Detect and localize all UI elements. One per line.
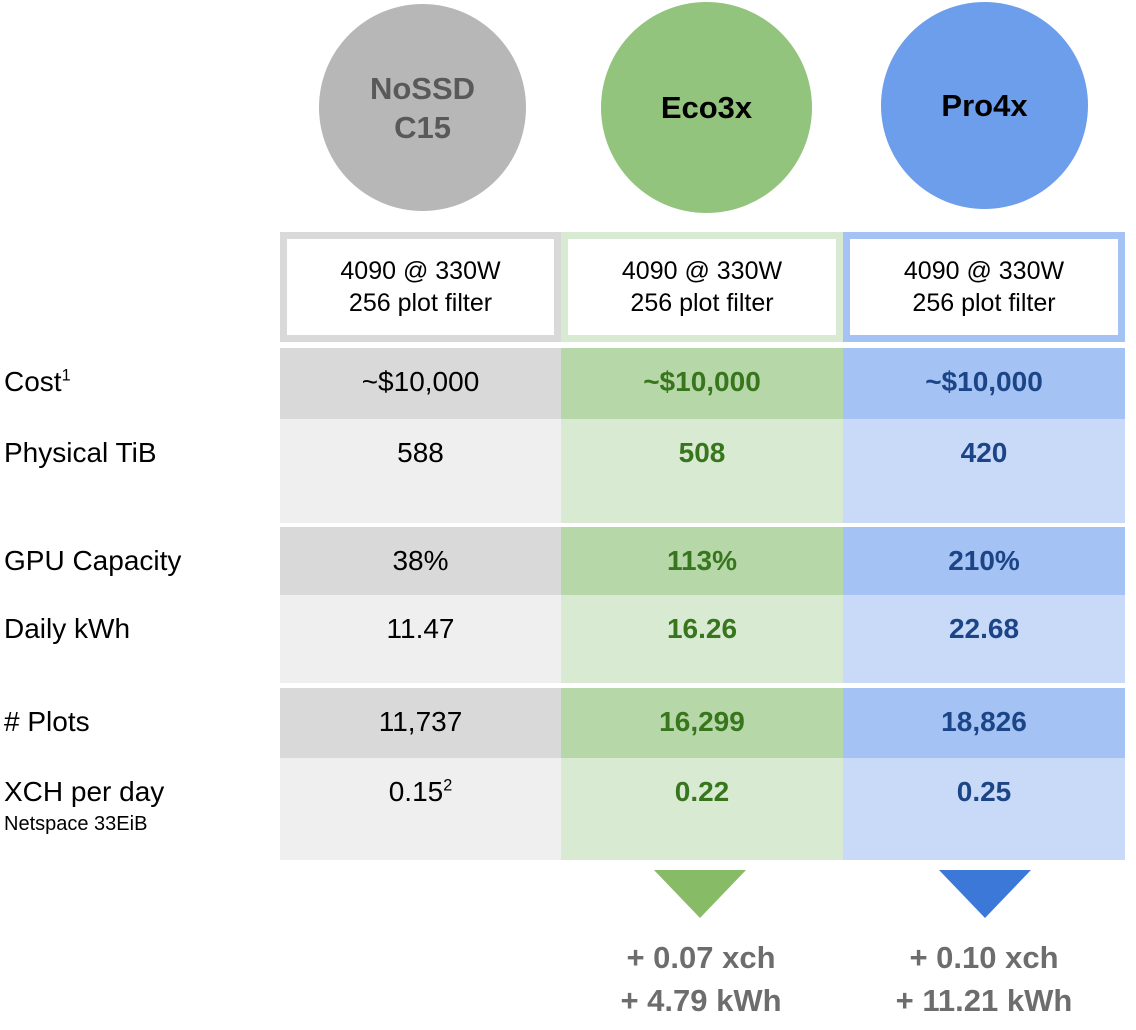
circle-label-nossd-c15: NoSSD — [369, 70, 476, 106]
circle-label-pro4x: Pro4x — [941, 88, 1028, 123]
delta-kwh-eco3x: + 4.79 kWh — [620, 983, 782, 1018]
cell-gpu-capacity-nossd-c15: 38% — [280, 527, 561, 595]
column-header-line: 256 plot filter — [348, 289, 493, 317]
cell-gpu-capacity-pro4x: 210% — [843, 527, 1125, 595]
circle-label-eco3x: Eco3x — [660, 90, 753, 125]
delta-xch-eco3x: + 0.07 xch — [626, 940, 776, 975]
cell-cost-pro4x: ~$10,000 — [843, 348, 1125, 419]
cell-value: 11.47 — [386, 613, 455, 644]
cell-daily-kwh-pro4x: 22.68 — [843, 595, 1125, 683]
cell-value: ~$10,000 — [925, 366, 1043, 397]
column-header-line: 256 plot filter — [912, 289, 1056, 317]
cell-value: 16,299 — [659, 706, 745, 737]
cell-value: 16.26 — [666, 613, 738, 644]
cell-xch-per-day-eco3x: 0.22 — [561, 758, 843, 860]
cell-num-plots-eco3x: 16,299 — [561, 688, 843, 758]
row-label-gpu-capacity: GPU Capacity — [0, 527, 280, 595]
cell-value: 508 — [678, 437, 726, 468]
column-header-nossd-c15: 4090 @ 330W 256 plot filter — [280, 232, 561, 342]
cell-gpu-capacity-eco3x: 113% — [561, 527, 843, 595]
delta-kwh-pro4x: + 11.21 kWh — [895, 983, 1073, 1018]
column-header-line: 4090 @ 330W — [621, 257, 783, 285]
row-label-daily-kwh: Daily kWh — [0, 595, 280, 683]
delta-xch-pro4x: + 0.10 xch — [909, 940, 1059, 975]
header-row-label-spacer — [0, 232, 280, 342]
cell-value: ~$10,000 — [361, 366, 480, 397]
cell-xch-per-day-nossd-c15: 0.152 — [280, 758, 561, 860]
cell-value: 11,737 — [378, 706, 463, 737]
cell-value: ~$10,000 — [643, 366, 761, 397]
cell-value: 18,826 — [941, 706, 1027, 737]
cell-cost-nossd-c15: ~$10,000 — [280, 348, 561, 419]
row-label-cost: Cost1 — [0, 348, 280, 419]
column-header-eco3x: 4090 @ 330W 256 plot filter — [561, 232, 843, 342]
cell-value: 420 — [960, 437, 1008, 468]
cell-value: 0.25 — [956, 776, 1012, 807]
down-triangle-pro4x-icon — [939, 870, 1031, 918]
column-header-line: 4090 @ 330W — [340, 257, 501, 285]
row-label-xch-per-day: XCH per day Netspace 33EiB — [0, 758, 280, 860]
cell-num-plots-nossd-c15: 11,737 — [280, 688, 561, 758]
column-circle-pro4x: Pro4x — [881, 2, 1088, 209]
delta-annotation-pro4x: + 0.10 xch + 11.21 kWh — [843, 936, 1125, 1022]
row-label-text: Cost — [4, 366, 62, 397]
column-circle-eco3x: Eco3x — [601, 2, 812, 213]
down-triangle-eco3x-icon — [654, 870, 746, 918]
cell-value: 38% — [392, 545, 449, 576]
column-circle-nossd-c15: NoSSD C15 — [319, 4, 526, 211]
footnote-marker: 2 — [443, 776, 453, 795]
footnote-marker: 1 — [61, 366, 71, 385]
row-sublabel: Netspace 33EiB — [4, 813, 148, 835]
cell-value: 22.68 — [948, 613, 1020, 644]
row-label-text: Physical TiB — [4, 437, 157, 468]
cell-value: 0.22 — [674, 776, 730, 807]
comparison-table: 4090 @ 330W 256 plot filter 4090 @ 330W 256… — [0, 232, 1125, 860]
column-header-line: 256 plot filter — [630, 289, 774, 317]
cell-physical-tib-nossd-c15: 588 — [280, 419, 561, 523]
cell-physical-tib-pro4x: 420 — [843, 419, 1125, 523]
row-label-num-plots: # Plots — [0, 688, 280, 758]
cell-daily-kwh-eco3x: 16.26 — [561, 595, 843, 683]
row-label-text: Daily kWh — [4, 613, 131, 644]
cell-value: 113% — [666, 545, 738, 576]
column-header-pro4x: 4090 @ 330W 256 plot filter — [843, 232, 1125, 342]
circle-label-nossd-c15: C15 — [394, 109, 451, 145]
cell-num-plots-pro4x: 18,826 — [843, 688, 1125, 758]
row-label-text: # Plots — [4, 706, 90, 737]
column-header-line: 4090 @ 330W — [903, 257, 1065, 285]
cell-value: 0.15 — [388, 776, 444, 807]
cell-cost-eco3x: ~$10,000 — [561, 348, 843, 419]
delta-annotation-eco3x: + 0.07 xch + 4.79 kWh — [560, 936, 842, 1022]
row-label-text: XCH per day — [4, 776, 165, 807]
cell-value: 210% — [948, 545, 1020, 576]
cell-value: 588 — [397, 437, 444, 468]
row-label-physical-tib: Physical TiB — [0, 419, 280, 523]
cell-daily-kwh-nossd-c15: 11.47 — [280, 595, 561, 683]
cell-xch-per-day-pro4x: 0.25 — [843, 758, 1125, 860]
cell-physical-tib-eco3x: 508 — [561, 419, 843, 523]
row-label-text: GPU Capacity — [4, 545, 182, 576]
